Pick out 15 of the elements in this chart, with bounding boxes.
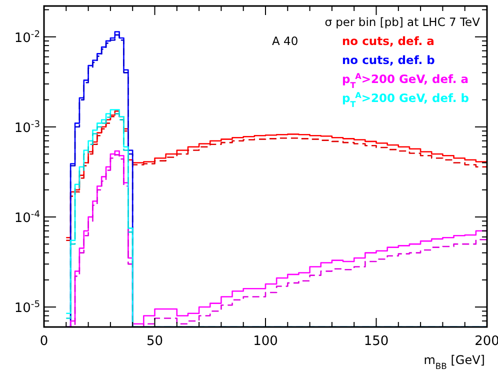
text: no cuts, def. a: [342, 34, 434, 48]
y-tick-label: 10$^{-5}$: [14, 300, 40, 316]
annotation: σ per bin [pb] at LHC 7 TeV: [324, 15, 480, 29]
x-tick-label: 0: [40, 334, 48, 349]
x-tick-label: 150: [364, 334, 389, 349]
annotation: A 40: [272, 34, 298, 48]
y-tick-label: 10$^{-2}$: [14, 30, 40, 46]
text: p$_{T}$$^{A}$>200 GeV, def. b: [342, 90, 470, 108]
text: p$_{T}$$^{A}$>200 GeV, def. a: [342, 72, 469, 90]
x-axis-title: m$_{BB}$ [GeV]: [424, 353, 485, 370]
text: no cuts, def. b: [342, 53, 435, 67]
x-tick-label: 50: [146, 334, 164, 349]
y-tick-label: 10$^{-4}$: [14, 210, 40, 226]
y-tick-label: 10$^{-3}$: [14, 120, 40, 136]
x-tick-label: 100: [253, 334, 278, 349]
